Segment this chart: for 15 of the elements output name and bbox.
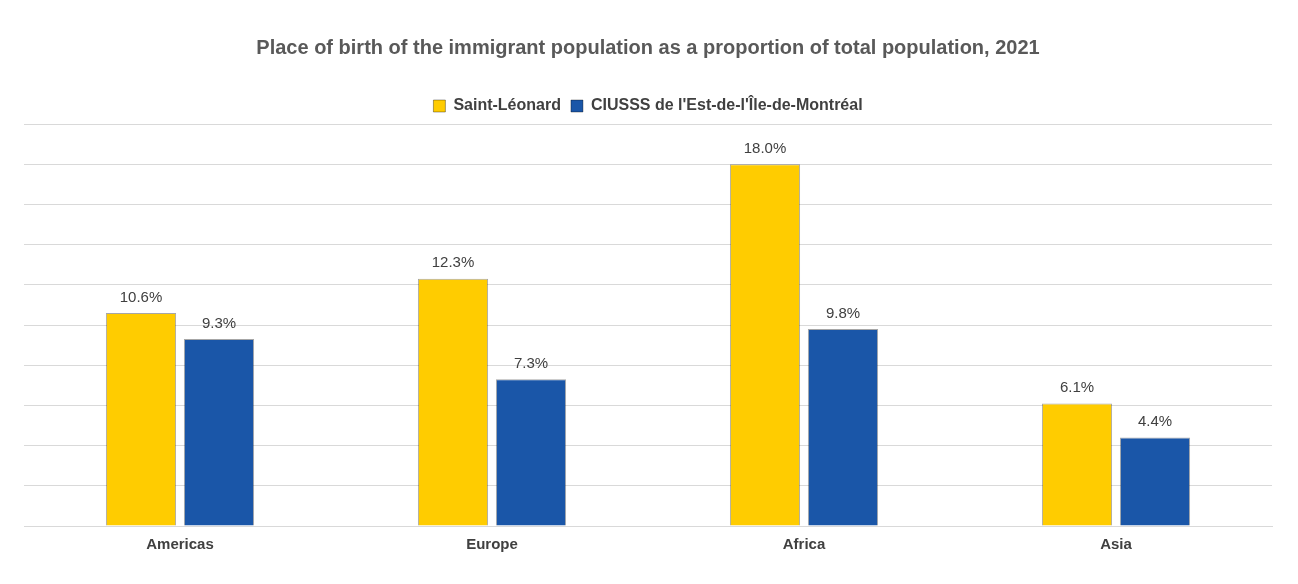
x-tick-label: Europe bbox=[466, 535, 518, 553]
legend-label: CIUSSS de l'Est-de-l'Île-de-Montréal bbox=[590, 95, 863, 114]
data-label: 4.4% bbox=[1137, 412, 1173, 430]
x-tick-label: Asia bbox=[1100, 535, 1133, 553]
data-label: 7.3% bbox=[513, 353, 549, 371]
data-label: 18.0% bbox=[743, 138, 787, 156]
chart-title: Place of birth of the immigrant population as a proportion of total population, 2021 bbox=[256, 35, 1040, 58]
x-tick-label: Africa bbox=[782, 535, 826, 553]
data-label: 9.8% bbox=[825, 303, 861, 321]
legend-label: Saint-Léonard bbox=[453, 96, 561, 114]
x-tick-label: Americas bbox=[146, 535, 214, 553]
data-label: 6.1% bbox=[1059, 378, 1095, 396]
data-label: 12.3% bbox=[431, 253, 475, 271]
data-label: 9.3% bbox=[201, 313, 237, 331]
data-label: 10.6% bbox=[119, 287, 163, 305]
